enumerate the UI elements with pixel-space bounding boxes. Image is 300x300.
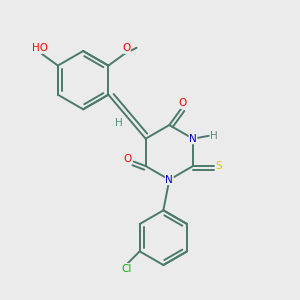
Text: N: N bbox=[189, 134, 197, 144]
Text: O: O bbox=[122, 44, 130, 53]
Text: H: H bbox=[210, 131, 218, 141]
Text: N: N bbox=[165, 175, 173, 185]
Text: Cl: Cl bbox=[121, 264, 131, 274]
Text: O: O bbox=[178, 98, 187, 108]
Text: O: O bbox=[124, 154, 132, 164]
Text: HO: HO bbox=[32, 44, 48, 53]
Text: H: H bbox=[115, 118, 123, 128]
Text: S: S bbox=[216, 161, 223, 171]
